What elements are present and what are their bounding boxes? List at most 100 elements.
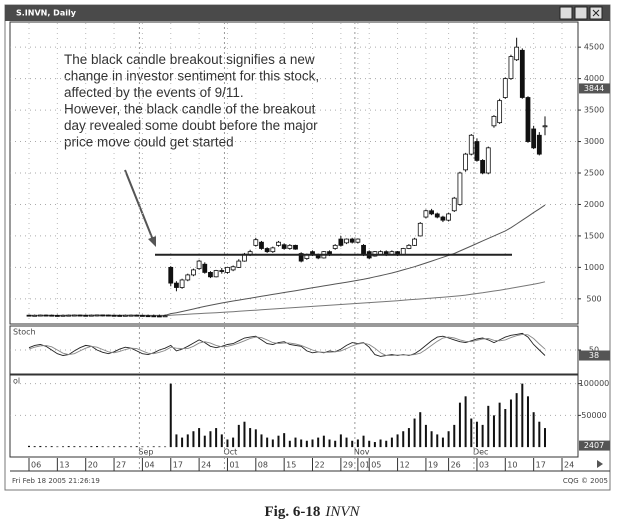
candle-body	[54, 315, 60, 317]
volume-bar	[345, 437, 348, 448]
scroll-arrow[interactable]	[597, 460, 603, 468]
y-tick-label: 3500	[584, 106, 604, 115]
candle-body	[213, 270, 219, 278]
x-tick-label: 24	[201, 461, 211, 470]
y-tick-label: 1000	[584, 263, 604, 272]
volume-bar	[141, 446, 144, 448]
annotation-text: The black candle breakout signifies a ne…	[64, 52, 315, 67]
month-label: Oct	[223, 448, 237, 457]
volume-bar	[402, 431, 405, 448]
pane-label: Stoch	[13, 328, 36, 337]
volume-bar	[164, 446, 167, 448]
volume-bar	[249, 428, 252, 448]
timestamp: Fri Feb 18 2005 21:26:19	[12, 477, 100, 485]
candle-body	[94, 314, 100, 317]
window-title: S.INVN, Daily	[16, 9, 77, 18]
candle-body	[434, 213, 440, 218]
volume-bar	[96, 446, 99, 448]
x-tick-label: 22	[315, 461, 325, 470]
volume-bar	[79, 446, 82, 448]
candle-body	[122, 314, 128, 317]
volume-bar	[538, 421, 541, 448]
volume-bar	[328, 439, 331, 448]
x-tick-label: 19	[428, 461, 438, 470]
annotation-text: affected by the events of 9/11.	[64, 85, 244, 100]
volume-bar	[385, 440, 388, 448]
volume-bar	[288, 440, 291, 448]
candle-body	[225, 266, 230, 273]
candle-body	[270, 247, 276, 253]
candle-body	[111, 314, 117, 317]
candle-body	[191, 269, 196, 276]
candle-body	[423, 210, 429, 218]
caption: Fig. 6-18 INVN	[265, 504, 361, 520]
candle-body	[298, 253, 304, 262]
maximize-button[interactable]	[574, 6, 588, 20]
volume-bar	[266, 437, 269, 448]
candle-body	[71, 314, 77, 317]
close-icon	[592, 9, 600, 17]
candle-body	[468, 134, 474, 155]
candle-body	[508, 56, 514, 80]
candle-body	[236, 260, 242, 268]
candle-body	[502, 78, 508, 98]
candle-body	[412, 238, 417, 246]
volume-bar	[271, 439, 274, 448]
volume-bar	[118, 446, 121, 448]
candle-body	[60, 314, 66, 317]
candle-body	[253, 239, 259, 246]
volume-bar	[430, 431, 433, 448]
x-tick-label: 12	[400, 461, 410, 470]
candle-body	[281, 244, 287, 249]
candle-body	[542, 125, 548, 128]
volume-bar	[84, 446, 87, 448]
volume-bar	[124, 446, 127, 448]
volume-bar	[220, 434, 223, 448]
candle-body	[293, 244, 298, 250]
candle-body	[151, 315, 157, 318]
volume-bar	[379, 439, 382, 448]
stoch-last-label: 38	[589, 351, 599, 360]
volume-bar	[356, 439, 359, 448]
volume-bar	[509, 399, 512, 448]
candle-body	[162, 315, 168, 318]
volume-bar	[351, 440, 354, 448]
annotation-text: price move could get started	[64, 135, 234, 150]
volume-bar	[368, 440, 371, 448]
candle-body	[349, 238, 355, 243]
y-tick-label: 2500	[584, 169, 604, 178]
volume-bar	[419, 412, 422, 448]
annotation-arrow	[124, 169, 154, 241]
x-tick-label: 29	[343, 461, 353, 470]
volume-bar	[311, 439, 314, 448]
month-label: Nov	[354, 448, 370, 457]
volume-bar	[458, 402, 461, 448]
x-tick-label: 06	[31, 461, 41, 470]
candle-body	[230, 266, 236, 271]
volume-bar	[487, 405, 490, 448]
stoch-line	[28, 333, 546, 356]
volume-bar	[300, 439, 303, 448]
x-tick-label: 20	[88, 461, 98, 470]
arrow-head	[148, 236, 156, 247]
volume-bar	[28, 445, 30, 448]
volume-bar	[101, 446, 104, 448]
x-tick-label: 27	[116, 461, 126, 470]
candle-body	[440, 216, 446, 221]
volume-bar	[107, 446, 110, 448]
annotation-text: day revealed some doubt before the major	[64, 118, 318, 133]
minimize-button[interactable]	[559, 6, 573, 20]
volume-bar	[158, 446, 161, 448]
last-volume-label: 2407	[584, 441, 604, 450]
candle-body	[43, 314, 49, 317]
candle-body	[77, 314, 83, 317]
y-tick-label: 3000	[584, 137, 604, 146]
candle-body	[259, 241, 264, 249]
candle-body	[497, 100, 503, 124]
candle-body	[361, 244, 366, 256]
candle-body	[88, 314, 94, 317]
volume-bar	[294, 437, 297, 448]
candle-body	[100, 314, 106, 317]
volume-bar	[67, 446, 70, 448]
volume-bar	[254, 429, 257, 448]
